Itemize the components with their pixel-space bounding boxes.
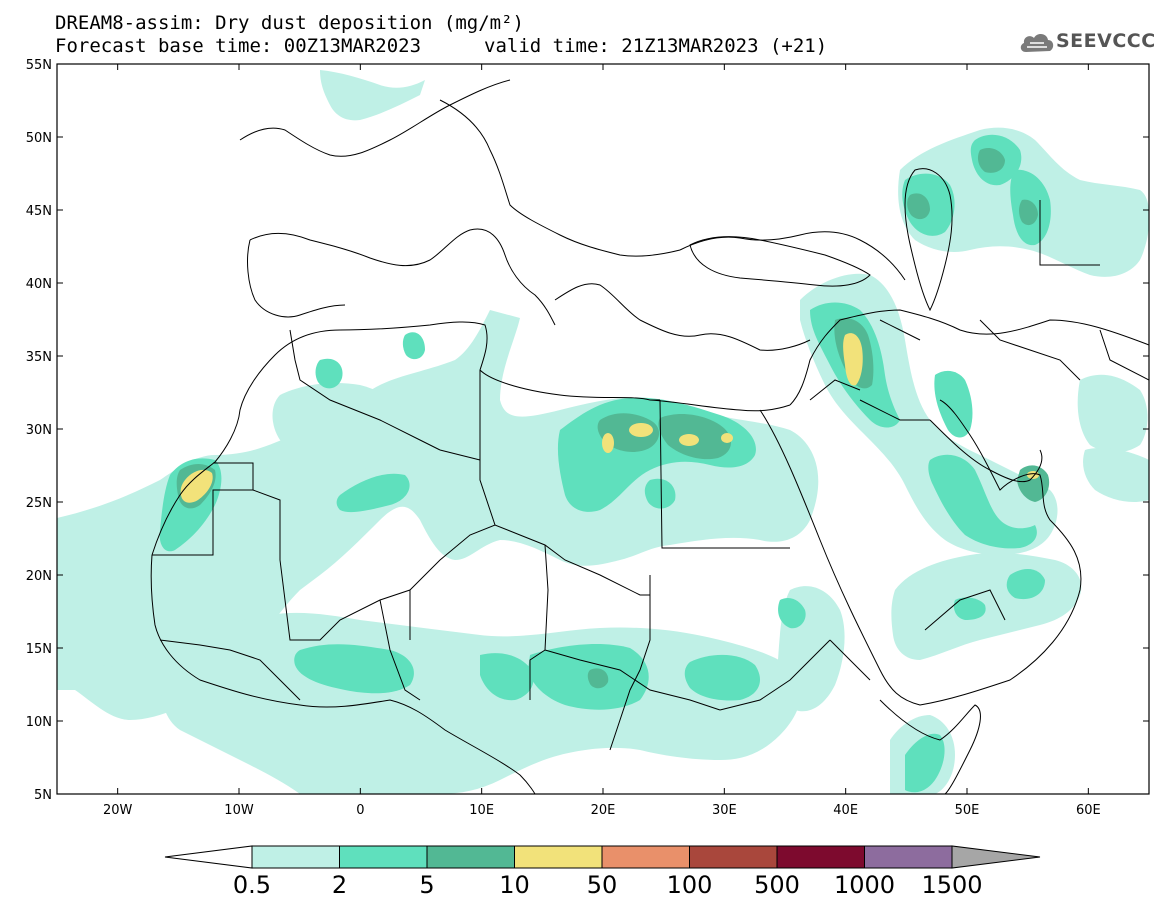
lon-label: 10W <box>224 803 254 818</box>
lat-label: 40N <box>26 277 52 292</box>
colorbar-label: 500 <box>754 871 800 899</box>
lat-label: 5N <box>34 788 52 803</box>
colorbar-label: 1000 <box>834 871 895 899</box>
lat-label: 15N <box>26 642 52 657</box>
colorbar-label: 5 <box>419 871 434 899</box>
forecast-base-time: Forecast base time: 00Z13MAR2023 <box>55 35 422 57</box>
colorbar-under <box>164 845 253 869</box>
lon-label: 50E <box>955 803 980 818</box>
colorbar-label: 10 <box>499 871 530 899</box>
cloud-icon <box>1020 34 1054 52</box>
dust-deposition-field <box>57 70 1149 794</box>
lat-label: 50N <box>26 131 52 146</box>
valid-time: valid time: 21Z13MAR2023 (+21) <box>484 35 828 57</box>
lat-label: 10N <box>26 715 52 730</box>
coastlines-borders <box>150 79 1149 794</box>
lat-label: 20N <box>26 569 52 584</box>
lon-label: 10E <box>469 803 494 818</box>
colorbar-label: 2 <box>332 871 347 899</box>
colorbar-label: 0.5 <box>233 871 271 899</box>
logo-text: SEEVCCC <box>1056 30 1156 52</box>
lat-label: 35N <box>26 350 52 365</box>
colorbar-swatch <box>339 845 428 869</box>
colorbar-over <box>951 845 1041 869</box>
colorbar-swatch <box>251 845 340 869</box>
latitude-axis: 55N 50N 45N 40N 35N 30N 25N 20N 15N 10N 5N <box>26 58 1149 803</box>
dust-level-10 <box>180 333 1039 503</box>
colorbar: 0.5 2 5 10 50 100 500 1000 1500 <box>164 845 1041 899</box>
lon-label: 60E <box>1076 803 1101 818</box>
colorbar-label: 50 <box>587 871 618 899</box>
lon-label: 0 <box>356 803 364 818</box>
colorbar-swatch <box>514 845 603 869</box>
lat-label: 55N <box>26 58 52 73</box>
colorbar-label: 100 <box>667 871 713 899</box>
lat-label: 25N <box>26 496 52 511</box>
lon-label: 40E <box>833 803 858 818</box>
colorbar-swatch <box>601 845 690 869</box>
colorbar-swatch <box>426 845 515 869</box>
lon-label: 20E <box>591 803 616 818</box>
lon-label: 30E <box>712 803 737 818</box>
map-title: DREAM8-assim: Dry dust deposition (mg/m²… <box>55 12 524 34</box>
colorbar-label: 1500 <box>921 871 982 899</box>
colorbar-swatch <box>689 845 778 869</box>
colorbar-swatch <box>864 845 953 869</box>
seevccc-logo <box>1018 28 1158 58</box>
longitude-axis: 20W 10W 0 10E 20E 30E 40E 50E 60E <box>103 64 1101 818</box>
lat-label: 45N <box>26 204 52 219</box>
lon-label: 20W <box>103 803 133 818</box>
colorbar-swatch <box>776 845 865 869</box>
lat-label: 30N <box>26 423 52 438</box>
